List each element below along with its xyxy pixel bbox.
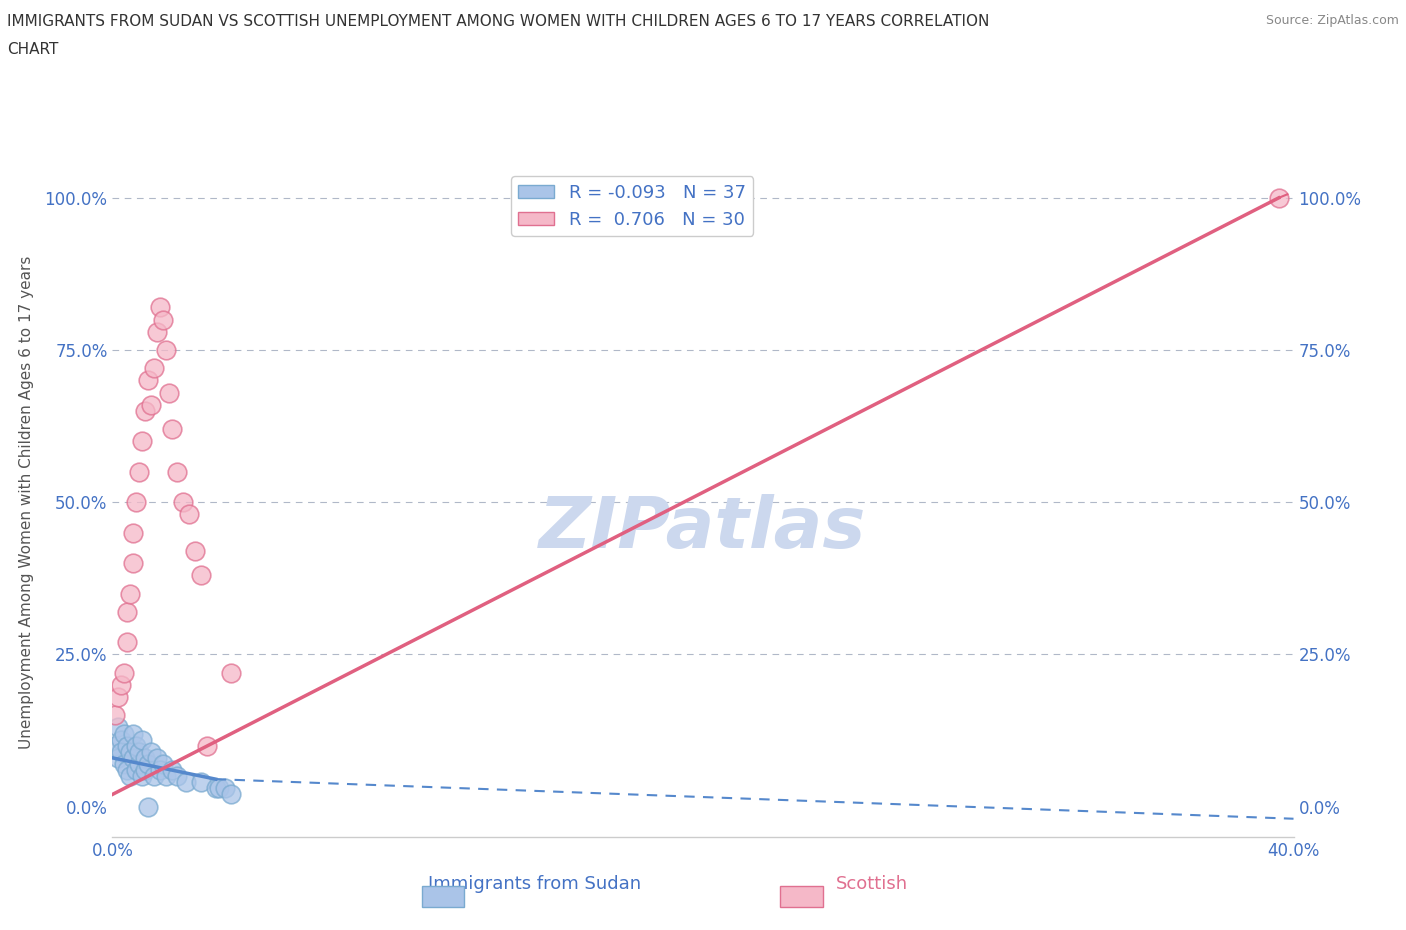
Point [128, 744, 150, 759]
Point [155, 342, 177, 357]
Point [131, 732, 153, 747]
Point [214, 781, 236, 796]
Point [136, 373, 159, 388]
Point [122, 751, 145, 765]
Text: Immigrants from Sudan: Immigrants from Sudan [427, 875, 641, 893]
Point [174, 775, 197, 790]
Point [139, 744, 162, 759]
Point [205, 781, 228, 796]
Point [120, 769, 142, 784]
Point [146, 325, 169, 339]
Legend: R = -0.093   N = 37, R =  0.706   N = 30: R = -0.093 N = 37, R = 0.706 N = 30 [512, 177, 754, 236]
Point [120, 744, 142, 759]
Y-axis label: Unemployment Among Women with Children Ages 6 to 17 years: Unemployment Among Women with Children A… [18, 256, 34, 749]
Point [104, 708, 127, 723]
Point [112, 665, 135, 680]
Point [125, 738, 148, 753]
Point [112, 756, 135, 771]
Point [131, 434, 153, 449]
Text: CHART: CHART [7, 42, 59, 57]
Point [104, 738, 127, 753]
Point [190, 568, 212, 583]
Point [184, 543, 207, 558]
Point [208, 781, 231, 796]
Point [149, 300, 172, 315]
Text: IMMIGRANTS FROM SUDAN VS SCOTTISH UNEMPLOYMENT AMONG WOMEN WITH CHILDREN AGES 6 : IMMIGRANTS FROM SUDAN VS SCOTTISH UNEMPL… [7, 14, 990, 29]
Point [142, 769, 165, 784]
Point [122, 726, 145, 741]
Point [117, 604, 138, 619]
Point [128, 464, 150, 479]
Point [128, 756, 150, 771]
Point [110, 732, 132, 747]
Point [134, 404, 156, 418]
Point [117, 763, 138, 777]
Point [195, 738, 218, 753]
Point [117, 635, 138, 650]
Point [179, 507, 201, 522]
Point [160, 421, 183, 436]
Point [117, 738, 138, 753]
Point [110, 744, 132, 759]
Point [160, 763, 183, 777]
Point [166, 464, 188, 479]
Text: ZIPatlas: ZIPatlas [540, 495, 866, 564]
Text: Scottish: Scottish [835, 875, 908, 893]
Point [152, 756, 174, 771]
Point [172, 495, 194, 510]
Point [110, 677, 132, 692]
Point [142, 361, 165, 376]
Point [122, 555, 145, 570]
Point [149, 763, 172, 777]
Point [166, 769, 188, 784]
Point [152, 312, 174, 327]
Point [134, 751, 156, 765]
Point [136, 756, 159, 771]
Point [107, 689, 129, 704]
Point [107, 720, 129, 735]
Point [120, 586, 142, 601]
Point [219, 787, 242, 802]
Point [125, 495, 148, 510]
Point [157, 385, 180, 400]
Text: Source: ZipAtlas.com: Source: ZipAtlas.com [1265, 14, 1399, 27]
Point [1268, 191, 1291, 206]
Point [107, 751, 129, 765]
Point [146, 751, 169, 765]
Point [134, 763, 156, 777]
Point [122, 525, 145, 540]
Point [190, 775, 212, 790]
Point [139, 397, 162, 412]
Point [219, 665, 242, 680]
Point [112, 726, 135, 741]
Point [131, 769, 153, 784]
Point [125, 763, 148, 777]
Point [155, 769, 177, 784]
Point [136, 799, 159, 814]
